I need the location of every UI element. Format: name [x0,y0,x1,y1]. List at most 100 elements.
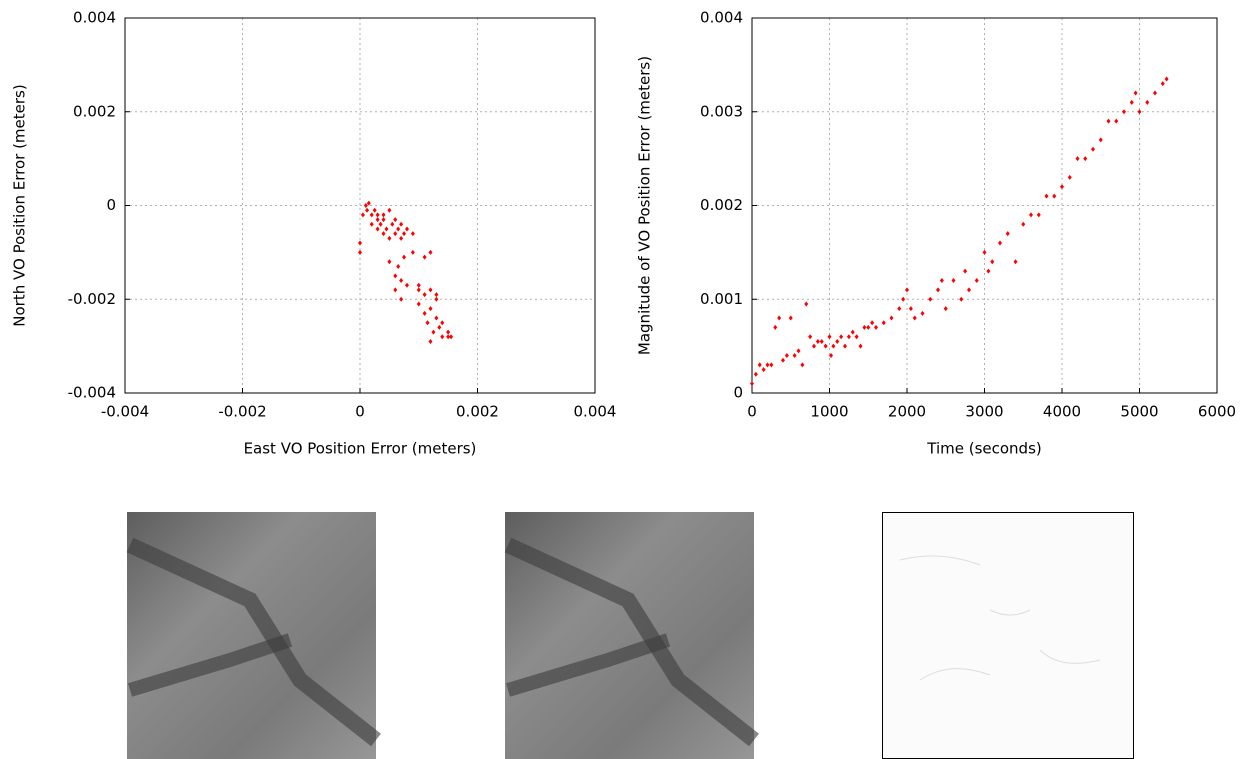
point [858,343,863,349]
point [390,221,395,227]
point [405,226,409,232]
y-tick-label: 0.004 [700,9,743,27]
point [808,334,813,340]
point [381,217,386,223]
point [369,212,374,218]
point [369,221,374,227]
point [422,292,427,298]
point [375,226,380,232]
point [434,315,439,321]
point [375,212,380,218]
image-middle [504,512,759,759]
point [827,334,832,340]
point [375,217,380,223]
point [967,287,971,293]
point [1145,99,1150,105]
y-tick-label: 0.002 [73,102,116,120]
plot-frame [124,17,596,394]
point [393,287,398,293]
point [372,207,377,213]
point [1067,174,1072,180]
chart: 0 1000 2000 3000 4000 5000 6000 0 0.001 0.002 0.00… [636,9,1237,458]
point [428,338,433,344]
point [928,296,933,302]
point [936,287,940,293]
y-tick-label: 0 [106,196,116,214]
point [399,235,404,241]
y-tick-label: 0.003 [700,102,743,120]
point [990,259,995,265]
point [384,226,389,232]
y-tick-label: 0.002 [700,196,743,214]
point [862,324,867,330]
point [1114,118,1119,124]
point [1060,184,1064,190]
point [365,207,370,213]
point [399,296,404,302]
point [1091,146,1095,152]
point [1013,259,1018,265]
x-tick-label: 0.004 [574,403,617,421]
point [815,338,820,344]
point [939,278,944,283]
image-right [882,512,1134,759]
point [449,334,454,340]
point [998,240,1002,246]
point [982,249,987,255]
point [363,203,368,208]
point [393,217,398,223]
point [387,259,392,265]
point [963,268,968,274]
point [1052,193,1057,199]
point [358,240,362,246]
point [1075,156,1080,162]
point [428,249,433,255]
y-axis-label: Magnitude of VO Position Error (meters) [636,56,654,355]
point [788,315,793,321]
point [360,212,365,218]
point [908,306,913,312]
point [1153,90,1157,96]
point [399,278,404,283]
point [416,301,421,307]
point [1137,109,1142,115]
point [986,268,991,274]
point [358,249,362,255]
point [831,343,836,349]
point [428,287,433,293]
point [1005,231,1010,237]
point [434,296,439,302]
point [951,278,956,283]
point [425,320,430,326]
point [1122,109,1126,115]
point [416,287,421,293]
x-tick-label: 0 [355,403,365,421]
point [846,334,851,340]
point [912,315,917,321]
y-tick-label: -0.002 [68,290,116,308]
point [396,226,401,232]
y-tick-label: -0.004 [68,384,116,402]
point [410,249,415,255]
plot-frame [751,17,1218,394]
point [1133,90,1138,96]
point [1021,221,1026,227]
point [434,292,439,298]
x-tick-label: -0.004 [101,403,149,421]
x-tick-label: 2000 [888,403,926,421]
point [920,310,925,316]
point [446,329,451,335]
point [1036,212,1041,218]
image-left [126,512,381,759]
point [410,231,415,237]
point [1098,137,1103,143]
point [446,334,451,340]
point [905,287,909,293]
point [1160,81,1165,87]
point [959,296,964,302]
point [750,381,754,387]
point [440,320,445,326]
point [396,263,401,269]
point [819,338,824,344]
point [823,343,828,349]
